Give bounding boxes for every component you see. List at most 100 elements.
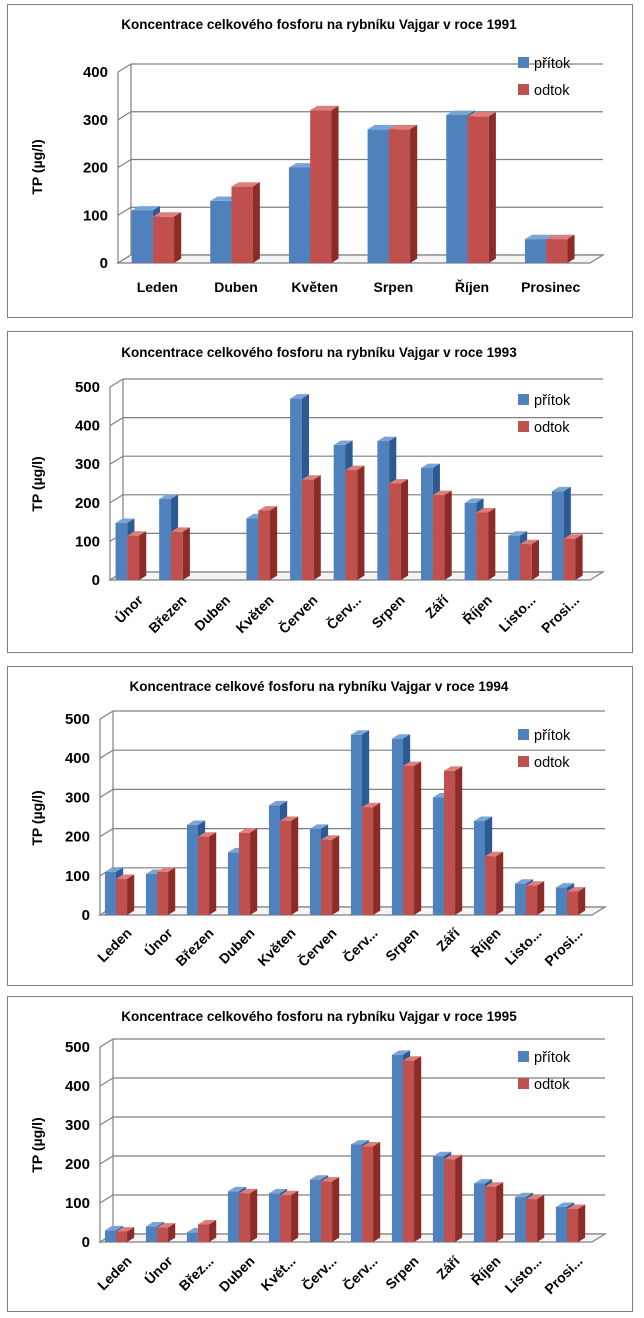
bar-front: [239, 1193, 251, 1242]
x-tick-label: Srpen: [382, 1253, 421, 1292]
y-tick-label: 500: [75, 379, 100, 396]
bar-front: [258, 510, 271, 580]
legend-swatch: [518, 756, 529, 767]
legend-item-pritok: přítok: [518, 1050, 571, 1066]
bar-side: [414, 1056, 422, 1242]
chart-1995: Koncentrace celkového fosforu na rybníku…: [29, 1009, 608, 1297]
bar-top: [157, 867, 176, 872]
gridline-side: [99, 788, 114, 798]
x-tick-label: Březen: [145, 592, 189, 636]
bar-top: [362, 802, 381, 808]
chart-panel-1993: Koncentrace celkového fosforu na rybníku…: [7, 331, 633, 653]
x-tick-label: Srpen: [368, 592, 407, 631]
gridline-side: [117, 111, 132, 121]
bar-top: [526, 1194, 545, 1200]
gridline-side: [117, 206, 132, 216]
bar-side: [313, 475, 321, 580]
gridline-side: [99, 710, 114, 720]
bar-front: [508, 535, 521, 580]
bar-front: [546, 239, 568, 263]
bar-odtok-prosi: [563, 534, 583, 580]
bar-front: [210, 200, 232, 263]
bar-top: [159, 494, 179, 499]
bar-top: [377, 436, 397, 442]
bar-odtok-prosinec: [546, 234, 575, 263]
bar-top: [555, 1202, 575, 1207]
x-tick-label: Srpen: [373, 279, 413, 295]
bar-top: [362, 1142, 381, 1147]
bar-front: [131, 210, 153, 263]
bar-top: [127, 531, 147, 536]
bar-side: [373, 802, 381, 915]
bar-top: [350, 1140, 370, 1145]
bar-front: [290, 398, 302, 580]
bar-top: [567, 887, 586, 892]
bar-front: [362, 807, 374, 915]
legend-label: přítok: [534, 56, 571, 72]
bar-top: [391, 734, 411, 739]
bar-odtok-prosi: [567, 887, 586, 915]
bar-front: [563, 538, 576, 580]
bar-top: [473, 1179, 493, 1184]
bar-side: [291, 816, 299, 915]
x-tick-label: Červen: [275, 591, 321, 637]
bar-top: [526, 881, 545, 886]
bar-side: [373, 1142, 381, 1242]
y-tick-label: 300: [83, 112, 108, 129]
bar-top: [227, 1186, 247, 1192]
bar-odtok-srpen: [388, 124, 418, 264]
bar-top: [104, 867, 124, 872]
bar-top: [268, 800, 288, 806]
bar-top: [157, 1223, 176, 1228]
chart-panel-1994: Koncentrace celkové fosforu na rybníku V…: [7, 666, 633, 986]
bar-top: [514, 1192, 534, 1198]
x-tick-label: Břez...: [176, 1253, 217, 1294]
bar-top: [391, 1050, 411, 1055]
legend-swatch: [518, 394, 529, 405]
bar-side: [414, 761, 422, 915]
chart-panel-1991: Koncentrace celkového fosforu na rybníku…: [7, 4, 633, 318]
bar-side: [250, 1188, 258, 1242]
x-tick-label: Březen: [172, 925, 216, 969]
bar-side: [209, 1220, 217, 1242]
x-tick-label: Květen: [254, 925, 298, 969]
bar-odtok-leden: [152, 212, 182, 263]
gridline-side: [99, 1038, 114, 1048]
x-tick-label: Září: [433, 924, 463, 954]
bar-front: [567, 891, 579, 915]
bar-top: [198, 832, 217, 837]
bar-top: [145, 1222, 165, 1227]
bar-top: [367, 124, 396, 130]
bar-front: [186, 1232, 198, 1242]
bar-top: [514, 879, 534, 884]
legend-item-pritok: přítok: [518, 56, 571, 72]
bar-top: [258, 506, 278, 511]
bar-front: [157, 871, 169, 915]
bar-odtok-cerv: [362, 1142, 381, 1242]
bar-odtok-kveten: [258, 506, 278, 580]
bar-top: [446, 110, 475, 115]
bar-front: [115, 522, 128, 580]
y-tick-label: 300: [65, 1117, 90, 1134]
x-tick-label: Prosi...: [538, 592, 582, 636]
bar-front: [301, 479, 314, 580]
y-tick-label: 300: [75, 456, 100, 473]
bar-front: [388, 129, 411, 263]
bar-top: [485, 851, 504, 857]
bar-top: [116, 874, 135, 879]
bar-front: [321, 1181, 333, 1242]
bar-odtok-srpen: [389, 479, 409, 580]
bar-odtok-unor: [157, 867, 176, 915]
bar-top: [310, 105, 339, 111]
y-tick-label: 200: [75, 495, 100, 512]
bar-front: [186, 824, 198, 915]
bar-odtok-zari: [432, 490, 452, 580]
y-tick-label: 0: [100, 255, 108, 272]
x-tick-label: Duben: [214, 279, 258, 295]
bar-top: [485, 1182, 504, 1187]
y-tick-label: 0: [82, 907, 90, 924]
bar-front: [555, 1206, 567, 1242]
bar-side: [332, 835, 340, 915]
bar-front: [157, 1227, 169, 1242]
x-tick-label: Červ...: [339, 1252, 381, 1294]
